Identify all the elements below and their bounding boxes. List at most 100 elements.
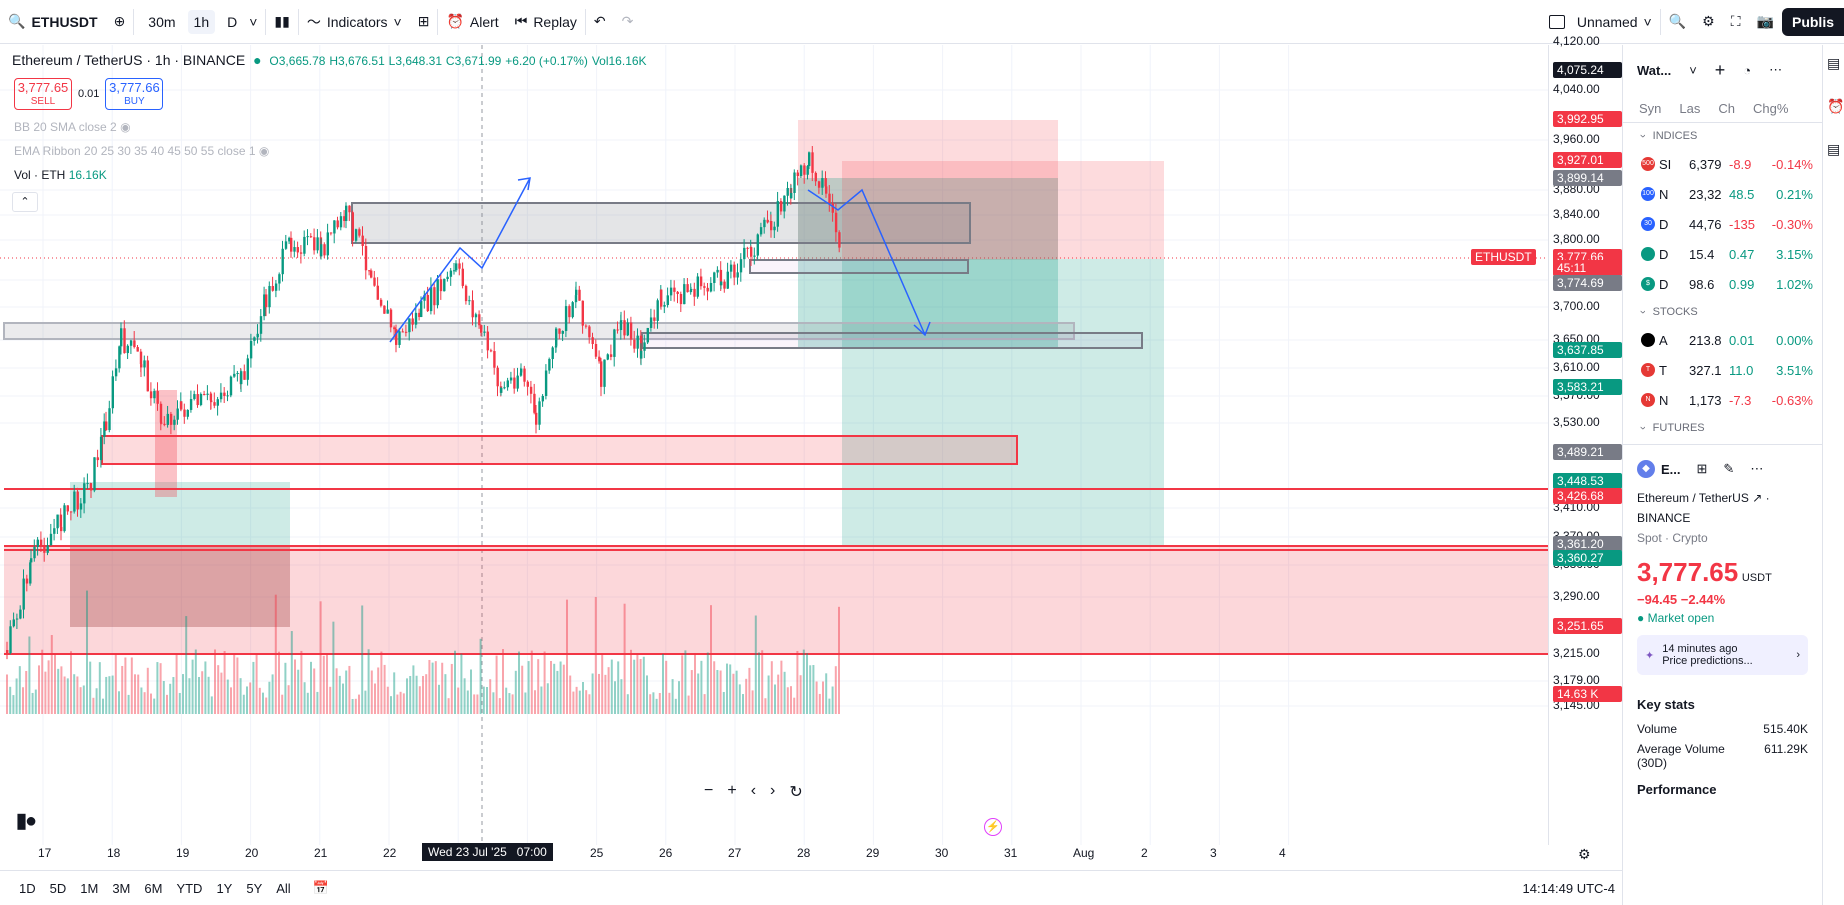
buy-button[interactable]: 3,777.66 BUY (105, 78, 164, 110)
chevron-down-icon[interactable]: ˅ (1689, 62, 1697, 78)
range-button-1m[interactable]: 1M (80, 880, 99, 896)
news-card[interactable]: ✦ 14 minutes ago Price predictions... › (1637, 635, 1808, 675)
add-icon[interactable]: + (1714, 59, 1726, 80)
indicator-vol[interactable]: Vol · ETH 16.16K (14, 168, 107, 182)
range-button-5d[interactable]: 5D (49, 880, 67, 896)
external-link-icon[interactable]: ↗ (1752, 491, 1763, 505)
settings-button[interactable]: ⚙ (1694, 0, 1723, 44)
watchlist-row[interactable]: 30 D 44,76 -135 -0.30% (1623, 209, 1822, 239)
layout-button[interactable]: Unnamed ˅ (1541, 0, 1660, 44)
volume-bar (626, 694, 629, 714)
volume-bar (377, 667, 380, 714)
redo-button[interactable]: ↷ (614, 0, 642, 44)
candle-body (814, 172, 817, 182)
grid-icon[interactable]: ⊞ (1696, 461, 1708, 476)
chat-tab-icon[interactable]: ▤ (1827, 141, 1841, 157)
snapshot-button[interactable]: 📷 (1749, 0, 1782, 44)
chevron-down-icon[interactable]: ˅ (249, 13, 258, 30)
eye-off-icon[interactable]: ◉ (258, 144, 270, 158)
alert-button[interactable]: ⏰ Alert (438, 0, 506, 44)
candle-body (6, 650, 9, 654)
candle-body (825, 186, 828, 194)
range-button-all[interactable]: All (276, 880, 291, 896)
watchlist-tab-icon[interactable]: ▤ (1827, 55, 1841, 71)
publish-button[interactable]: Publis (1781, 7, 1844, 36)
templates-button[interactable]: ⊞ (410, 0, 438, 44)
watchlist-col-header[interactable]: Las (1679, 101, 1701, 116)
volume-bar (655, 698, 658, 714)
scroll-right-button[interactable]: › (770, 782, 776, 799)
alerts-tab-icon[interactable]: ⏰ (1827, 98, 1844, 114)
details-symbol-short[interactable]: E... (1661, 461, 1681, 477)
undo-button[interactable]: ↶ (586, 0, 614, 44)
timeframe-1h[interactable]: 1h (187, 9, 216, 34)
chart-type-button[interactable]: ▮▮ (266, 0, 297, 44)
range-button-1y[interactable]: 1Y (216, 880, 233, 896)
lightning-icon[interactable]: ⚡ (984, 818, 1002, 836)
watchlist-row[interactable]: A 213.8 0.01 0.00% (1623, 325, 1822, 355)
zoom-in-button[interactable]: + (727, 782, 737, 799)
candle-body (799, 165, 803, 176)
watchlist-row[interactable]: 100 N 23,32 48.5 0.21% (1623, 179, 1822, 209)
range-button-3m[interactable]: 3M (112, 880, 131, 896)
scroll-left-button[interactable]: ‹ (750, 782, 757, 799)
watchlist-section[interactable]: ‹ FUTURES (1623, 415, 1822, 441)
volume-bar (412, 665, 415, 714)
range-button-ytd[interactable]: YTD (176, 880, 203, 896)
edit-icon[interactable]: ✎ (1723, 461, 1735, 476)
watchlist-title[interactable]: Wat... (1637, 62, 1672, 78)
chart-pie-icon[interactable]: ◔ (1743, 62, 1752, 78)
timeframe-30m[interactable]: 30m (148, 13, 176, 30)
price-chart[interactable] (0, 45, 1622, 869)
watchlist-change-percent: 3.51% (1776, 362, 1813, 378)
price-axis[interactable]: 4,120.00 4,040.00 3,960.00 3,880.00 3,840.00… (1471, 34, 1622, 845)
fullscreen-button[interactable]: ⛶ (1723, 0, 1749, 44)
reset-chart-button[interactable]: ↻ (789, 784, 803, 801)
watchlist-col-header[interactable]: Chg% (1753, 101, 1789, 116)
watchlist-row[interactable]: N N 1,173 -7.3 -0.63% (1623, 385, 1822, 415)
watchlist-row[interactable]: $ D 98.6 0.99 1.02% (1623, 269, 1822, 299)
candle-body (581, 300, 584, 326)
more-icon[interactable]: ⋯ (1769, 62, 1783, 77)
timeframe-d[interactable]: D (227, 13, 238, 30)
indicator-ema[interactable]: EMA Ribbon 20 25 30 35 40 45 50 55 close… (14, 144, 269, 158)
date-range-icon[interactable]: 📅 (312, 880, 329, 895)
collapse-legend-button[interactable]: ⌃ (12, 192, 38, 212)
clock[interactable]: 14:14:49 UTC-4 (1522, 880, 1616, 896)
range-button-6m[interactable]: 6M (144, 880, 163, 896)
symbol-logo-icon: T (1641, 363, 1655, 377)
volume-bar (431, 662, 434, 714)
quick-search-button[interactable]: 🔍 (1661, 0, 1694, 44)
candle-body (249, 340, 253, 359)
candle-body (253, 337, 256, 341)
chevron-down-icon[interactable]: ˅ (1643, 13, 1652, 30)
watchlist-row[interactable]: 500 SI 6,379 -8.9 -0.14% (1623, 149, 1822, 179)
watchlist-section[interactable]: ‹ STOCKS (1623, 299, 1822, 325)
time-axis-settings-icon[interactable]: ⚙ (1578, 846, 1591, 862)
range-button-1d[interactable]: 1D (19, 880, 36, 896)
watchlist-col-header[interactable]: Syn (1639, 101, 1662, 116)
watchlist-row[interactable]: D 15.4 0.47 3.15% (1623, 239, 1822, 269)
watchlist-col-header[interactable]: Ch (1718, 101, 1735, 116)
indicators-button[interactable]: 〜 Indicators ˅ (299, 0, 410, 44)
eye-off-icon[interactable]: ◉ (120, 120, 131, 134)
watchlist-section[interactable]: ‹ INDICES (1623, 123, 1822, 149)
chart-area[interactable]: 4,120.00 4,040.00 3,960.00 3,880.00 3,840.00… (0, 34, 1622, 869)
symbol-name[interactable]: ETHUSDT (31, 13, 98, 30)
indicator-bb[interactable]: BB 20 SMA close 2 ◉ (14, 120, 131, 134)
sell-button[interactable]: 3,777.65 SELL (14, 78, 72, 110)
watchlist-row[interactable]: T T 327.1 11.0 3.51% (1623, 355, 1822, 385)
symbol-search[interactable]: 🔍 ETHUSDT (0, 0, 106, 44)
chevron-down-icon[interactable]: ˅ (393, 13, 402, 30)
time-axis[interactable]: 17 18 19 20 21 22 Wed 23 Jul '25 07:00 25 26 27 28… (0, 842, 1548, 866)
replay-button[interactable]: ⏮ Replay (507, 0, 585, 44)
range-button-5y[interactable]: 5Y (246, 880, 263, 896)
volume-bar (710, 605, 712, 714)
volume-bar (636, 653, 639, 714)
more-icon[interactable]: ⋯ (1750, 461, 1764, 476)
compare-button[interactable]: ⊕ (106, 0, 134, 44)
candle-body (533, 393, 536, 413)
zoom-out-button[interactable]: − (704, 782, 714, 799)
candle-body (46, 545, 49, 553)
candle-body (333, 220, 336, 234)
